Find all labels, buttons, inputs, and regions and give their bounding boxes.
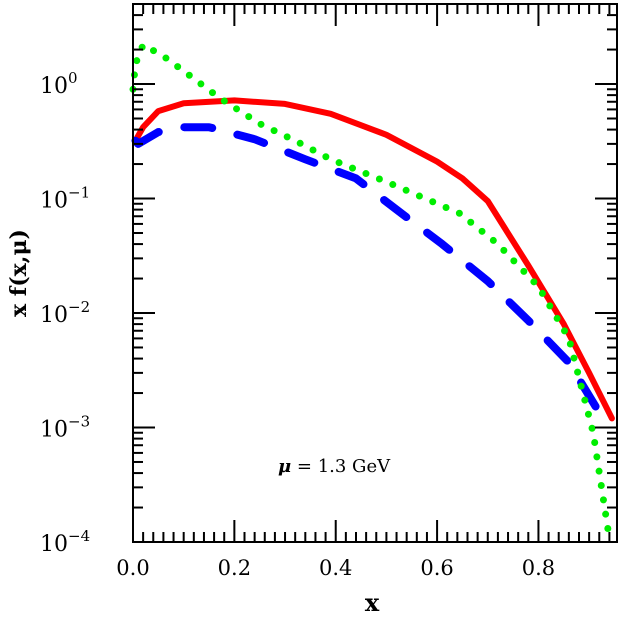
y-axis-label: x f(x,μ) (6, 229, 32, 317)
annotation: μ = 1.3 GeV (278, 456, 391, 477)
curves (129, 41, 615, 533)
x-tick-label: 0.2 (218, 556, 251, 580)
series-dotted-line (129, 41, 612, 533)
y-tick-label: 10−3 (40, 413, 90, 443)
series-dashed-line (131, 123, 611, 430)
x-tick-label: 0.0 (116, 556, 149, 580)
annotation-text: = 1.3 GeV (291, 456, 391, 477)
x-tick-label: 0.4 (319, 556, 352, 580)
y-tick-label: 100 (40, 69, 78, 99)
y-tick-label: 10−1 (40, 184, 90, 214)
x-tick-labels: 0.0 0.2 0.4 0.6 0.8 (116, 556, 555, 580)
series-solid-line (134, 97, 615, 422)
y-tick-label: 10−2 (40, 298, 90, 328)
x-tick-label: 0.6 (420, 556, 453, 580)
annotation-mu: μ (278, 456, 291, 477)
x-tick-label: 0.8 (522, 556, 555, 580)
y-tick-labels: 100 10−1 10−2 10−3 10−4 (40, 69, 90, 557)
x-axis-label: x (365, 588, 380, 616)
plot-frame (132, 3, 618, 543)
ticks (132, 3, 617, 543)
y-tick-label: 10−4 (40, 527, 90, 557)
